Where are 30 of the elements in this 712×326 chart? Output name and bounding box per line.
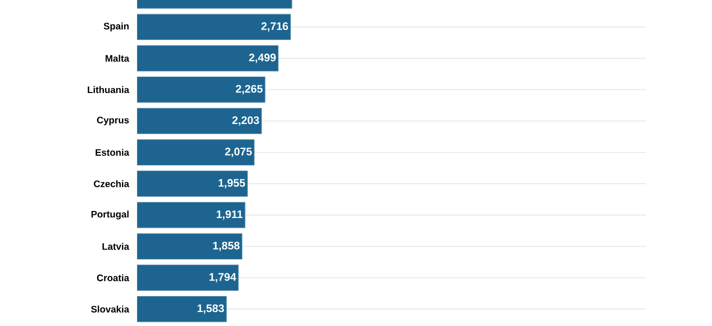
bar — [137, 296, 227, 322]
data-label: 2,265 — [236, 84, 263, 94]
y-tick-label: Cyprus — [97, 116, 129, 126]
bar — [137, 202, 246, 228]
bar — [137, 108, 262, 134]
y-tick-label: Malta — [106, 54, 130, 62]
data-label: 2,203 — [232, 116, 260, 126]
data-label: 1,858 — [213, 242, 240, 252]
bar — [137, 170, 248, 197]
data-label: 1,583 — [198, 304, 224, 314]
data-label: 1,955 — [218, 179, 246, 188]
y-tick-label: Latvia — [102, 242, 130, 250]
y-tick-label: Croatia — [97, 274, 130, 282]
bar — [137, 139, 255, 166]
y-tick-label: Czechia — [94, 180, 130, 188]
y-tick-label: Estonia — [96, 148, 130, 156]
data-label: 2,716 — [261, 22, 288, 32]
bar — [137, 264, 239, 291]
bar — [137, 45, 279, 72]
bar — [137, 14, 291, 40]
y-tick-label: Slovakia — [91, 306, 130, 313]
bar — [137, 233, 242, 260]
bar — [137, 76, 266, 103]
y-tick-label: Portugal — [91, 210, 129, 220]
data-label: 1,794 — [210, 273, 236, 282]
data-label: 2,499 — [249, 54, 276, 63]
y-tick-label: Lithuania — [88, 86, 130, 94]
y-tick-label: Spain — [104, 22, 129, 32]
data-label: 1,911 — [216, 210, 243, 220]
data-label: 2,075 — [225, 148, 252, 158]
